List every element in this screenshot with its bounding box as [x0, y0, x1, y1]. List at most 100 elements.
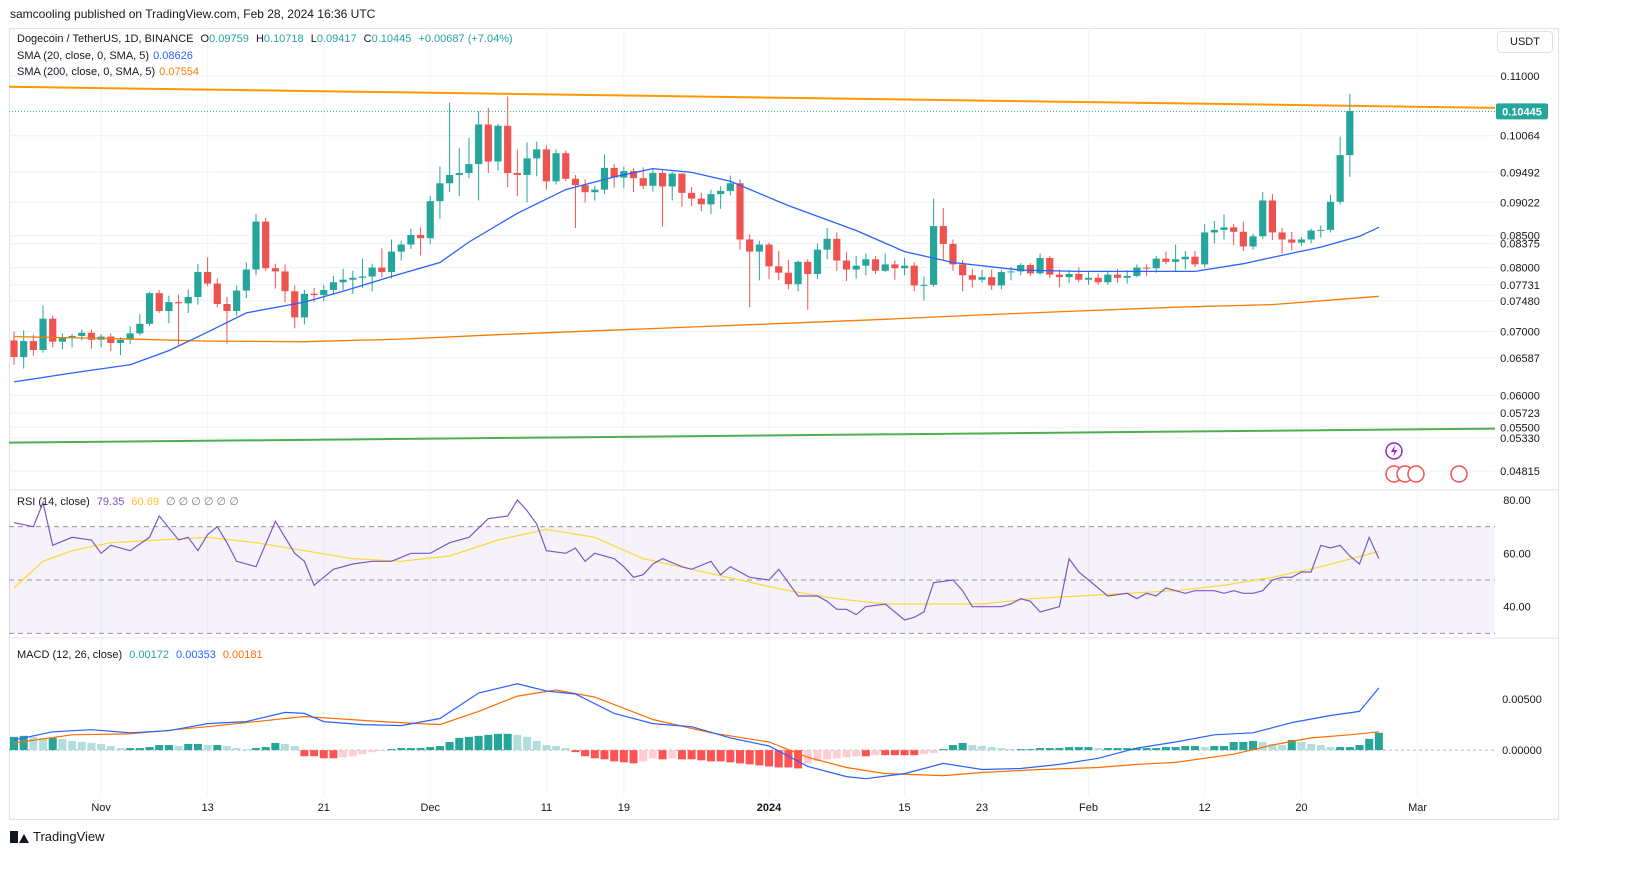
candle-body	[281, 271, 289, 292]
macd-histogram-bar	[377, 750, 386, 752]
publisher-caption: samcooling published on TradingView.com,…	[10, 7, 376, 21]
macd-histogram-bar	[871, 750, 880, 756]
candle-body	[755, 244, 763, 252]
candle-body	[678, 173, 686, 193]
candle-body	[688, 192, 696, 199]
macd-histogram-bar	[513, 734, 522, 751]
price-tick-label: 0.06587	[1500, 353, 1540, 365]
candle-body	[513, 173, 521, 175]
macd-histogram-bar	[610, 750, 619, 762]
macd-histogram-bar	[639, 750, 648, 762]
time-tick-label: 11	[541, 802, 552, 814]
candle-body	[387, 251, 396, 273]
candle-body	[1278, 232, 1286, 240]
macd-tick-label: 0.00000	[1502, 745, 1542, 757]
candle-body	[136, 323, 144, 334]
candle-body	[1297, 239, 1306, 243]
price-tick-label: 0.07000	[1500, 326, 1540, 338]
macd-histogram-bar	[310, 750, 319, 757]
candle-body	[746, 239, 754, 252]
candle-body	[397, 244, 405, 252]
macd-histogram-bar	[135, 748, 144, 751]
macd-histogram-bar	[1132, 748, 1141, 751]
candle-body	[1201, 232, 1209, 265]
macd-histogram-bar	[1220, 746, 1228, 751]
macd-histogram-bar	[726, 750, 735, 763]
candle-body	[1142, 267, 1151, 269]
candle-body	[145, 293, 154, 324]
macd-histogram-bar	[1336, 747, 1345, 751]
macd-histogram-bar	[794, 750, 803, 769]
candle-body	[813, 249, 822, 274]
candle-body	[726, 183, 734, 191]
candle-body	[1239, 231, 1247, 247]
macd-histogram-bar	[1249, 740, 1258, 751]
macd-histogram-bar	[290, 746, 299, 751]
macd-histogram-bar	[116, 748, 125, 751]
candle-body	[930, 226, 938, 285]
rsi-tick-label: 60.00	[1503, 548, 1531, 560]
candle-body	[871, 259, 880, 271]
candle-body	[697, 198, 705, 205]
candle-body	[455, 173, 463, 175]
candle-body	[900, 265, 909, 269]
candle-body	[233, 290, 241, 312]
rsi-ma-line	[13, 528, 1380, 605]
macd-histogram-bar	[736, 750, 744, 764]
candle-body	[484, 124, 492, 162]
candle-body	[1065, 273, 1073, 278]
time-tick-label: 20	[1295, 802, 1307, 814]
macd-histogram-bar	[1316, 745, 1325, 751]
macd-histogram-bar	[281, 744, 290, 751]
tradingview-brand[interactable]: TradingView	[10, 829, 105, 844]
currency-unit-button[interactable]: USDT	[1497, 31, 1553, 53]
sma200-legend: SMA (200, close, 0, SMA, 5) 0.07554	[17, 66, 203, 78]
macd-histogram-bar	[823, 750, 832, 760]
macd-histogram-bar	[929, 750, 938, 754]
macd-histogram-bar	[271, 742, 280, 751]
macd-histogram-bar	[222, 746, 231, 751]
candle-body	[920, 284, 928, 286]
candle-body	[107, 336, 115, 343]
candle-body	[1113, 274, 1122, 278]
time-tick-label: 12	[1199, 802, 1211, 814]
candle-body	[446, 174, 454, 184]
macd-histogram-bar	[1055, 748, 1064, 751]
candle-body	[717, 190, 725, 195]
low-label: L	[310, 33, 317, 45]
macd-histogram-bar	[697, 750, 706, 761]
candle-body	[1055, 274, 1064, 278]
macd-histogram-bar	[1355, 745, 1364, 751]
macd-histogram-bar	[1181, 746, 1190, 751]
high-value: 0.10718	[263, 33, 304, 45]
macd-histogram-bar	[426, 747, 435, 751]
candle-body	[213, 283, 221, 304]
time-tick-label: 21	[318, 802, 330, 814]
change-value: +0.00687 (+7.04%)	[418, 33, 513, 45]
candle-body	[1104, 274, 1112, 283]
rsi-legend: RSI (14, close) 79.35 60.69 ∅ ∅ ∅ ∅ ∅ ∅	[17, 495, 243, 508]
macd-histogram-bar	[552, 746, 561, 751]
candle-body	[610, 167, 618, 178]
macd-histogram-bar	[978, 746, 986, 751]
us-flag-event-icon[interactable]	[1407, 465, 1425, 483]
price-tick-label: 0.07731	[1500, 280, 1540, 292]
candle-body	[959, 264, 967, 276]
macd-histogram-bar	[348, 750, 357, 757]
sma200-value: 0.07554	[159, 66, 199, 78]
us-flag-event-icon[interactable]	[1450, 465, 1468, 483]
price-pane	[8, 85, 1496, 444]
candle-body	[58, 337, 66, 342]
macd-histogram-bar	[629, 750, 638, 764]
price-tick-label: 0.05723	[1500, 408, 1540, 420]
candle-body	[494, 125, 502, 162]
candle-body	[242, 269, 250, 291]
candle-body	[552, 153, 560, 182]
macd-histogram-bar	[339, 750, 348, 758]
macd-histogram-bar	[832, 750, 841, 759]
time-tick-label: 2024	[757, 802, 782, 814]
signal-value: 0.00181	[222, 649, 263, 661]
candle-body	[194, 272, 202, 297]
macd-histogram-bar	[1152, 748, 1161, 751]
